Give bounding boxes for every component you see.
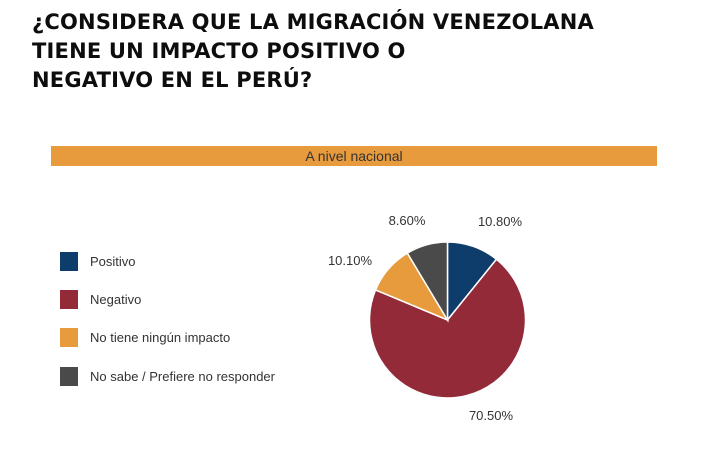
legend-label-negativo: Negativo bbox=[90, 292, 142, 307]
legend-swatch-negativo bbox=[60, 290, 78, 309]
legend-label-sin-impacto: No tiene ningún impacto bbox=[90, 330, 231, 345]
pie-slice-no-sabe bbox=[406, 241, 449, 323]
title-line-1: ¿CONSIDERA QUE LA MIGRACIÓN VENEZOLANA bbox=[32, 10, 594, 34]
legend-label-no-sabe: No sabe / Prefiere no responder bbox=[90, 369, 275, 384]
data-label-positivo: 10.80% bbox=[478, 214, 523, 229]
pie-slice-negativo bbox=[368, 258, 527, 399]
legend-label-positivo: Positivo bbox=[90, 254, 136, 269]
legend-swatch-sin-impacto bbox=[60, 328, 78, 347]
chart-title: ¿CONSIDERA QUE LA MIGRACIÓN VENEZOLANA T… bbox=[32, 8, 692, 95]
legend-item-no-sabe: No sabe / Prefiere no responder bbox=[60, 367, 320, 387]
legend-swatch-no-sabe bbox=[60, 367, 78, 386]
legend-item-negativo: Negativo bbox=[60, 290, 320, 310]
legend-swatch-positivo bbox=[60, 252, 78, 271]
legend-item-positivo: Positivo bbox=[60, 252, 320, 272]
legend-item-sin-impacto: No tiene ningún impacto bbox=[60, 328, 320, 348]
title-line-3: NEGATIVO EN EL PERÚ? bbox=[32, 68, 313, 92]
subtitle-banner: A nivel nacional bbox=[51, 146, 657, 166]
data-label-negativo: 70.50% bbox=[469, 408, 514, 423]
data-label-sin-impacto: 10.10% bbox=[328, 253, 373, 268]
data-label-no-sabe: 8.60% bbox=[389, 213, 426, 228]
title-line-2: TIENE UN IMPACTO POSITIVO O bbox=[32, 39, 406, 63]
